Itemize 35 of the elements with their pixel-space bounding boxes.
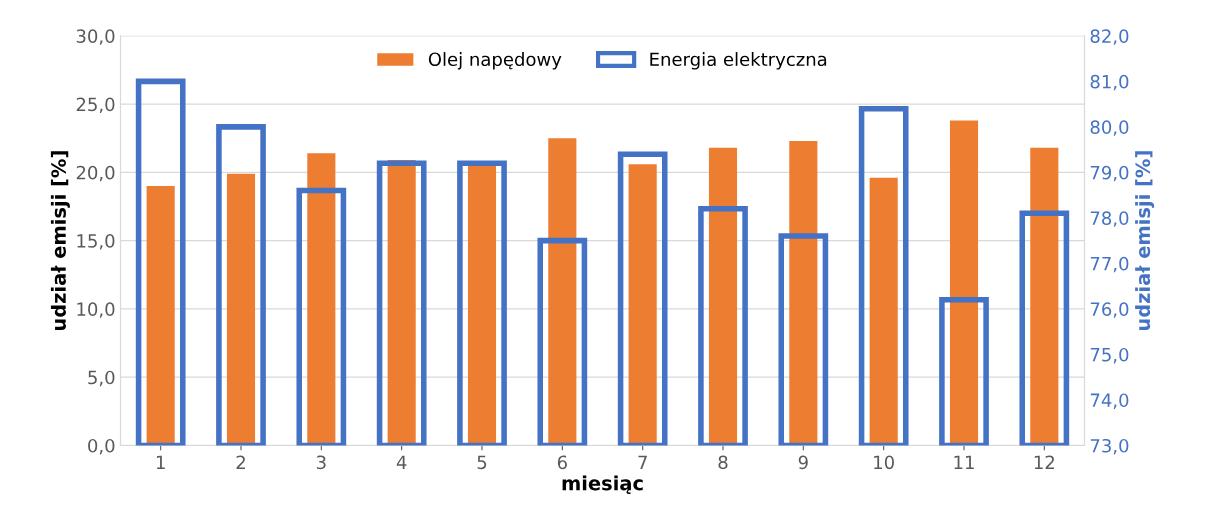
y2-axis-title: udział emisji [%] <box>1135 151 1155 331</box>
x-tick-label: 2 <box>236 455 245 469</box>
y-tick-label: 25,0 <box>76 97 115 114</box>
y2-tick-label: 73,0 <box>1090 438 1129 455</box>
y2-tick-label: 79,0 <box>1090 165 1129 182</box>
x-tick-label: 1 <box>156 455 165 469</box>
x-tick-label: 5 <box>477 455 487 470</box>
y-tick-label: 0,0 <box>88 438 115 455</box>
x-tick-label: 4 <box>396 455 407 469</box>
y2-tick-label: 81,0 <box>1090 74 1129 91</box>
bar <box>146 186 175 446</box>
x-tick-label: 10 <box>874 455 894 470</box>
y2-tick-label: 74,0 <box>1090 393 1129 409</box>
y2-tick-label: 77,0 <box>1090 256 1129 273</box>
x-tick-label: 9 <box>798 455 808 470</box>
y2-tick-label: 82,0 <box>1090 29 1129 45</box>
x-tick-label: 7 <box>638 455 647 469</box>
x-tick-label: 12 <box>1034 455 1055 469</box>
y-tick-label: 5,0 <box>88 370 115 387</box>
legend-label: Energia elektryczna <box>650 52 827 70</box>
x-axis-title: miesiąc <box>562 475 643 494</box>
y-tick-label: 15,0 <box>77 234 115 250</box>
y2-tick-label: 75,0 <box>1090 347 1129 364</box>
legend-label: Olej napędowy <box>428 52 562 70</box>
x-tick-label: 6 <box>557 455 567 470</box>
y-tick-label: 20,0 <box>76 165 115 182</box>
x-tick-label: 3 <box>316 455 326 470</box>
y-tick-label: 10,0 <box>77 302 115 318</box>
y-tick-label: 30,0 <box>76 29 115 45</box>
x-tick-label: 8 <box>718 455 728 470</box>
y2-tick-label: 80,0 <box>1090 120 1129 136</box>
y2-tick-label: 76,0 <box>1090 302 1129 318</box>
y-axis-title: udział emisji [%] <box>50 151 70 331</box>
y2-tick-label: 78,0 <box>1090 211 1129 227</box>
x-tick-label: 11 <box>954 455 974 469</box>
